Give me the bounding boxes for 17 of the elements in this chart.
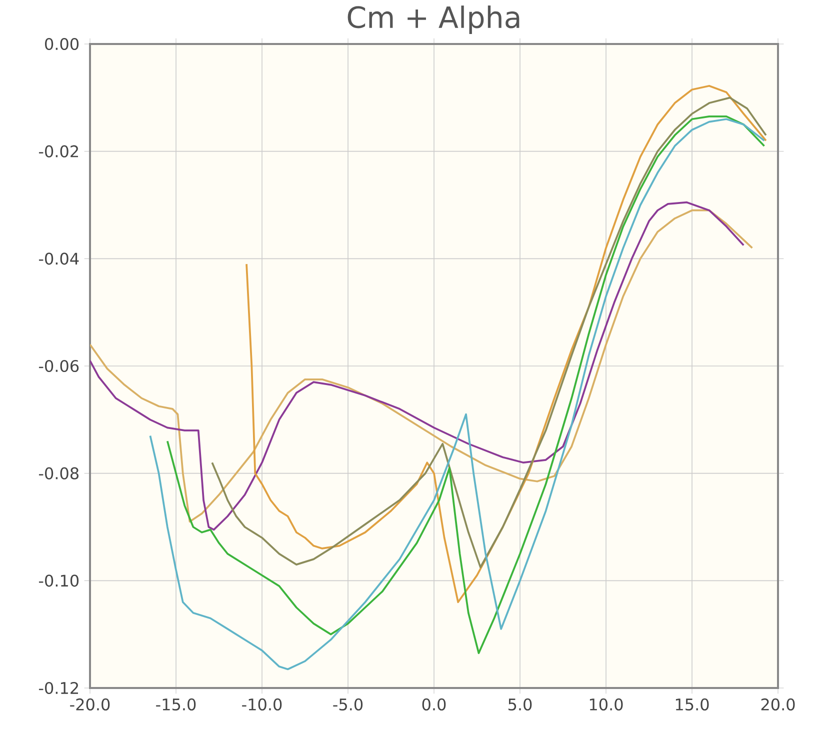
y-tick-label: -0.02 — [38, 145, 78, 158]
x-tick-label: -10.0 — [242, 698, 282, 711]
y-tick-label: -0.06 — [38, 360, 79, 372]
x-tick-label: -5.0 — [333, 698, 363, 711]
x-tick-label: 10.0 — [590, 698, 623, 711]
x-tick-label: 15.0 — [676, 698, 709, 711]
y-tick-label: -0.12 — [38, 682, 78, 694]
y-tick-label: -0.04 — [38, 252, 79, 265]
chart-title: Cm + Alpha — [348, 6, 520, 34]
x-tick-label: 20.0 — [761, 698, 795, 711]
y-tick-label: -0.10 — [38, 574, 79, 587]
y-tick-label: 0.00 — [45, 38, 79, 50]
y-tick-label: -0.08 — [38, 467, 78, 480]
x-tick-label: 5.0 — [508, 698, 532, 711]
x-tick-label: -20.0 — [70, 698, 110, 711]
x-tick-label: 0.0 — [422, 698, 446, 711]
x-tick-label: -15.0 — [156, 698, 196, 711]
